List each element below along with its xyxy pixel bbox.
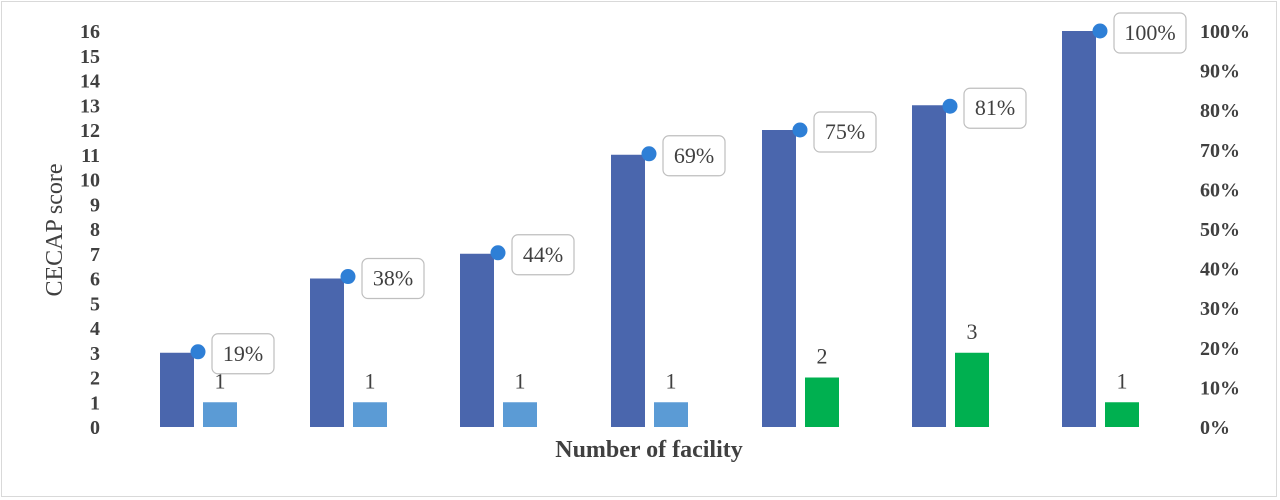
facility-count-label: 3	[967, 319, 978, 344]
y-tick-label: 2	[90, 368, 100, 390]
y-axis-right: 0% 10% 20% 30% 40% 50% 60% 70% 80% 90% 100%	[1200, 21, 1250, 439]
y2-tick-label: 70%	[1200, 140, 1240, 162]
cumulative-label-box	[511, 234, 575, 276]
y-tick-label: 6	[90, 269, 100, 291]
y-tick-label: 1	[90, 392, 100, 414]
y-tick-label: 8	[90, 219, 100, 241]
y2-tick-label: 30%	[1200, 298, 1240, 320]
y-tick-label: 13	[80, 95, 100, 117]
cumulative-label-box	[211, 333, 275, 375]
cumulative-label: 75%	[825, 119, 865, 144]
cumulative-marker	[190, 344, 206, 360]
cumulative-label-box	[813, 111, 877, 153]
y2-tick-label: 20%	[1200, 338, 1240, 360]
bar-group: 119%	[160, 333, 275, 427]
score-bar	[611, 154, 645, 427]
y-tick-label: 0	[90, 417, 100, 439]
cumulative-marker	[340, 269, 356, 285]
facility-bar	[1105, 402, 1139, 427]
cumulative-label-box	[963, 87, 1027, 129]
y2-tick-label: 60%	[1200, 179, 1240, 201]
y2-tick-label: 40%	[1200, 259, 1240, 281]
facility-bar	[654, 402, 688, 427]
cumulative-marker	[490, 245, 506, 261]
y-tick-label: 5	[90, 293, 100, 315]
cumulative-label-box	[662, 135, 726, 177]
facility-count-label: 1	[666, 368, 677, 393]
cumulative-marker	[641, 146, 657, 162]
score-bar	[1062, 31, 1096, 427]
y2-tick-label: 100%	[1200, 21, 1250, 43]
score-bar	[160, 352, 194, 427]
y-tick-label: 9	[90, 194, 100, 216]
cumulative-label: 81%	[975, 95, 1015, 120]
facility-count-label: 2	[817, 344, 828, 369]
bar-group: 1 38%	[310, 257, 425, 427]
y-tick-label: 10	[80, 170, 100, 192]
bar-group: 1 100%	[1062, 12, 1187, 427]
facility-bar	[503, 402, 537, 427]
bar-group: 2 75%	[762, 111, 877, 427]
y-tick-label: 12	[80, 120, 100, 142]
y2-tick-label: 80%	[1200, 100, 1240, 122]
bar-group: 1 69%	[611, 135, 726, 427]
y-tick-label: 16	[80, 21, 100, 43]
y-tick-label: 7	[90, 244, 100, 266]
y-tick-label: 15	[80, 46, 100, 68]
facility-count-label: 1	[515, 368, 526, 393]
cumulative-label: 69%	[674, 143, 714, 168]
cumulative-label-box	[1113, 12, 1187, 54]
cumulative-label-box	[361, 257, 425, 300]
y2-tick-label: 0%	[1200, 417, 1230, 439]
facility-bar	[805, 377, 839, 427]
cumulative-marker	[942, 98, 958, 114]
y-tick-label: 4	[90, 318, 100, 340]
y-tick-label: 3	[90, 343, 100, 365]
cumulative-label: 19%	[223, 341, 263, 366]
y-tick-label: 11	[81, 145, 100, 167]
cumulative-label: 44%	[523, 242, 563, 267]
bar-group: 1 44%	[460, 234, 575, 427]
facility-count-label: 1	[365, 368, 376, 393]
cumulative-marker	[792, 122, 808, 138]
y2-tick-label: 90%	[1200, 61, 1240, 83]
score-bar	[460, 253, 494, 427]
cumulative-label: 38%	[373, 266, 413, 291]
y-tick-label: 14	[80, 71, 100, 93]
x-axis-title: Number of facility	[555, 437, 743, 463]
bar-group: 3 81%	[912, 87, 1027, 427]
facility-bar	[353, 402, 387, 427]
cumulative-marker	[1092, 23, 1108, 39]
cumulative-label: 100%	[1124, 20, 1175, 45]
facility-bar	[203, 402, 237, 427]
facility-count-label: 1	[1117, 368, 1128, 393]
score-bar	[762, 130, 796, 427]
score-bar	[310, 278, 344, 427]
y2-tick-label: 10%	[1200, 377, 1240, 399]
y-axis-title: CECAP score	[42, 163, 68, 296]
score-bar	[912, 105, 946, 427]
facility-count-label: 1	[215, 368, 226, 393]
y2-tick-label: 50%	[1200, 219, 1240, 241]
facility-bar	[955, 352, 989, 427]
